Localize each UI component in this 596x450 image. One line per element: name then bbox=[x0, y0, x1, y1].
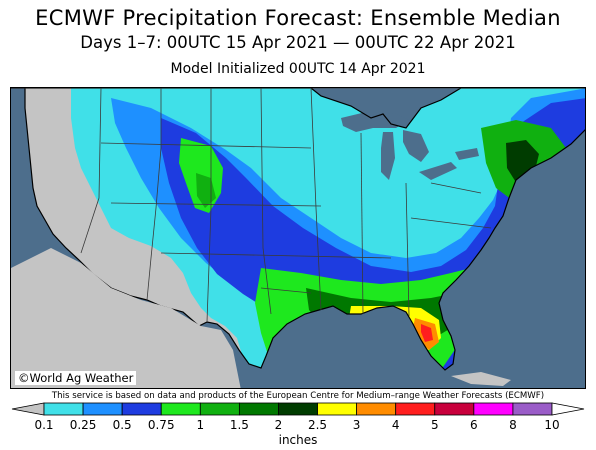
colorbar-tick-label: 0.5 bbox=[112, 418, 132, 432]
great-lakes bbox=[341, 112, 479, 180]
colorbar-segments bbox=[11, 402, 585, 416]
mexico-land bbox=[11, 248, 241, 388]
colorbar-tick-label: 1 bbox=[196, 418, 205, 432]
precip-red bbox=[421, 324, 433, 342]
map-title: ECMWF Precipitation Forecast: Ensemble M… bbox=[35, 6, 561, 30]
colorbar-tick-label: 5 bbox=[430, 418, 439, 432]
colorbar-segment bbox=[121, 402, 162, 416]
model-init-time: Model Initialized 00UTC 14 Apr 2021 bbox=[170, 61, 426, 77]
map-graphic bbox=[11, 88, 585, 388]
colorbar-tick-label: 2 bbox=[274, 418, 283, 432]
ecmwf-disclaimer: This service is based on data and produc… bbox=[51, 391, 545, 401]
precipitation-map: ©World Ag Weather bbox=[10, 87, 586, 389]
colorbar-tick-label: 10 bbox=[544, 418, 560, 432]
colorbar-segment bbox=[199, 402, 240, 416]
colorbar-tick-label: 4 bbox=[391, 418, 400, 432]
colorbar-segment bbox=[434, 402, 475, 416]
colorbar-segment bbox=[238, 402, 279, 416]
colorbar-segment bbox=[395, 402, 436, 416]
colorbar bbox=[11, 402, 585, 416]
colorbar-tick-label: 1.5 bbox=[229, 418, 249, 432]
colorbar-segment bbox=[278, 402, 318, 416]
colorbar-tick-label: 0.75 bbox=[147, 418, 175, 432]
colorbar-segment bbox=[512, 402, 553, 416]
colorbar-tick-label: 8 bbox=[509, 418, 517, 432]
cuba-land bbox=[451, 372, 511, 386]
colorbar-tick-label: 2.5 bbox=[307, 418, 328, 432]
colorbar-segment bbox=[317, 402, 358, 416]
colorbar-segment bbox=[473, 402, 514, 416]
credit-label: ©World Ag Weather bbox=[15, 371, 137, 385]
lake-superior bbox=[341, 112, 409, 132]
colorbar-segment bbox=[160, 402, 201, 416]
colorbar-segment bbox=[43, 402, 84, 416]
colorbar-segment bbox=[82, 402, 123, 416]
lake-erie bbox=[419, 162, 457, 180]
colorbar-under-triangle bbox=[11, 402, 45, 416]
colorbar-units: inches bbox=[278, 433, 318, 447]
colorbar-tick-label: 0.1 bbox=[34, 418, 54, 432]
lake-michigan bbox=[381, 132, 395, 180]
forecast-period: Days 1–7: 00UTC 15 Apr 2021 — 00UTC 22 A… bbox=[80, 33, 516, 52]
colorbar-tick-label: 3 bbox=[352, 418, 361, 432]
colorbar-tick-label: 0.25 bbox=[69, 418, 97, 432]
colorbar-tick-label: 6 bbox=[470, 418, 478, 432]
borders bbox=[11, 88, 585, 371]
lake-ontario bbox=[455, 148, 479, 160]
colorbar-over-triangle bbox=[551, 402, 585, 416]
lake-huron bbox=[403, 130, 429, 162]
colorbar-segment bbox=[356, 402, 397, 416]
